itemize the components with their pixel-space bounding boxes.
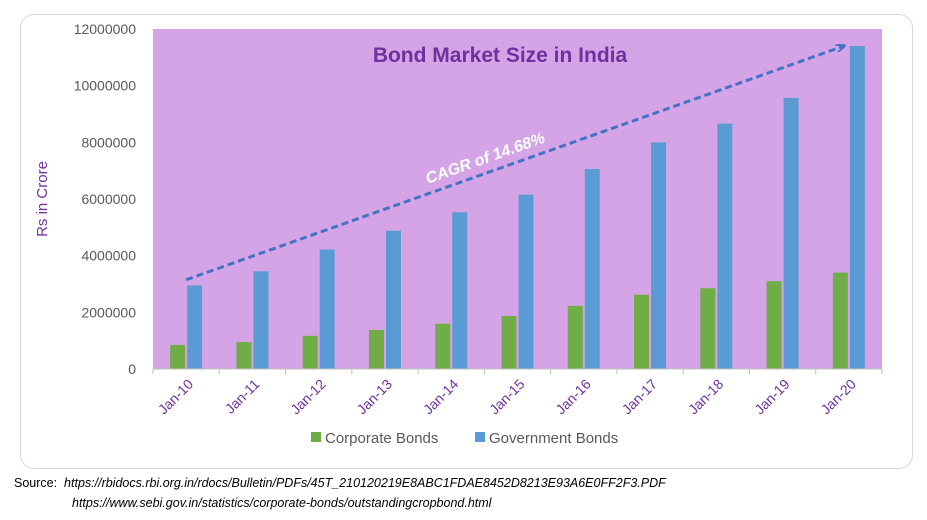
y-tick-label: 8000000 [81, 134, 136, 150]
x-tick-label: Jan-10 [155, 376, 197, 418]
bar-government-jan-18 [717, 123, 733, 369]
plot-area [153, 29, 882, 369]
bar-corporate-jan-19 [766, 281, 782, 369]
legend-swatch-corporate [311, 432, 321, 442]
source-line-2: https://www.sebi.gov.in/statistics/corpo… [72, 496, 491, 510]
x-tick-label: Jan-12 [287, 376, 329, 418]
bar-government-jan-19 [783, 97, 799, 369]
bar-government-jan-14 [452, 212, 468, 369]
x-tick-label: Jan-14 [420, 376, 462, 418]
x-tick-label: Jan-17 [619, 376, 661, 418]
bar-corporate-jan-15 [501, 316, 517, 369]
bar-government-jan-11 [253, 271, 269, 369]
y-tick-label: 12000000 [74, 21, 137, 37]
x-tick-label: Jan-11 [222, 376, 263, 417]
bar-government-jan-12 [319, 249, 335, 369]
y-tick-label: 10000000 [74, 78, 137, 94]
legend-label-government: Government Bonds [489, 430, 618, 447]
legend-label-corporate: Corporate Bonds [325, 430, 438, 447]
bar-corporate-jan-11 [236, 342, 252, 369]
source-url-rbi[interactable]: https://rbidocs.rbi.org.in/rdocs/Bulleti… [64, 476, 666, 490]
x-tick-label: Jan-16 [552, 376, 594, 418]
y-tick-label: 2000000 [81, 304, 136, 320]
x-tick-label: Jan-15 [486, 376, 528, 418]
y-tick-label: 0 [128, 361, 136, 377]
bar-corporate-jan-14 [435, 323, 451, 369]
bar-government-jan-10 [187, 285, 203, 369]
legend-swatch-government [475, 432, 485, 442]
bar-corporate-jan-18 [700, 288, 716, 369]
bar-government-jan-16 [584, 168, 600, 369]
bar-government-jan-15 [518, 194, 534, 369]
y-tick-label: 4000000 [81, 248, 136, 264]
bar-government-jan-13 [385, 230, 401, 369]
bar-corporate-jan-20 [832, 272, 848, 369]
source-label: Source: [14, 476, 58, 490]
y-tick-label: 6000000 [81, 191, 136, 207]
cagr-arrow [185, 46, 844, 282]
x-tick-label: Jan-18 [685, 376, 727, 418]
x-tick-label: Jan-13 [353, 376, 395, 418]
bar-corporate-jan-13 [368, 329, 384, 369]
source-line-1: Source: https://rbidocs.rbi.org.in/rdocs… [14, 476, 666, 490]
bar-government-jan-20 [849, 46, 865, 369]
chart-title: Bond Market Size in India [373, 44, 628, 67]
bar-corporate-jan-10 [170, 344, 186, 369]
bar-corporate-jan-17 [634, 294, 650, 369]
bar-corporate-jan-12 [302, 335, 318, 369]
source-url-sebi[interactable]: https://www.sebi.gov.in/statistics/corpo… [72, 496, 492, 510]
y-axis-label: Rs in Crore [34, 161, 51, 237]
x-tick-label: Jan-20 [817, 376, 859, 418]
bar-government-jan-17 [651, 142, 667, 369]
x-tick-label: Jan-19 [751, 376, 793, 418]
bar-corporate-jan-16 [567, 305, 583, 369]
